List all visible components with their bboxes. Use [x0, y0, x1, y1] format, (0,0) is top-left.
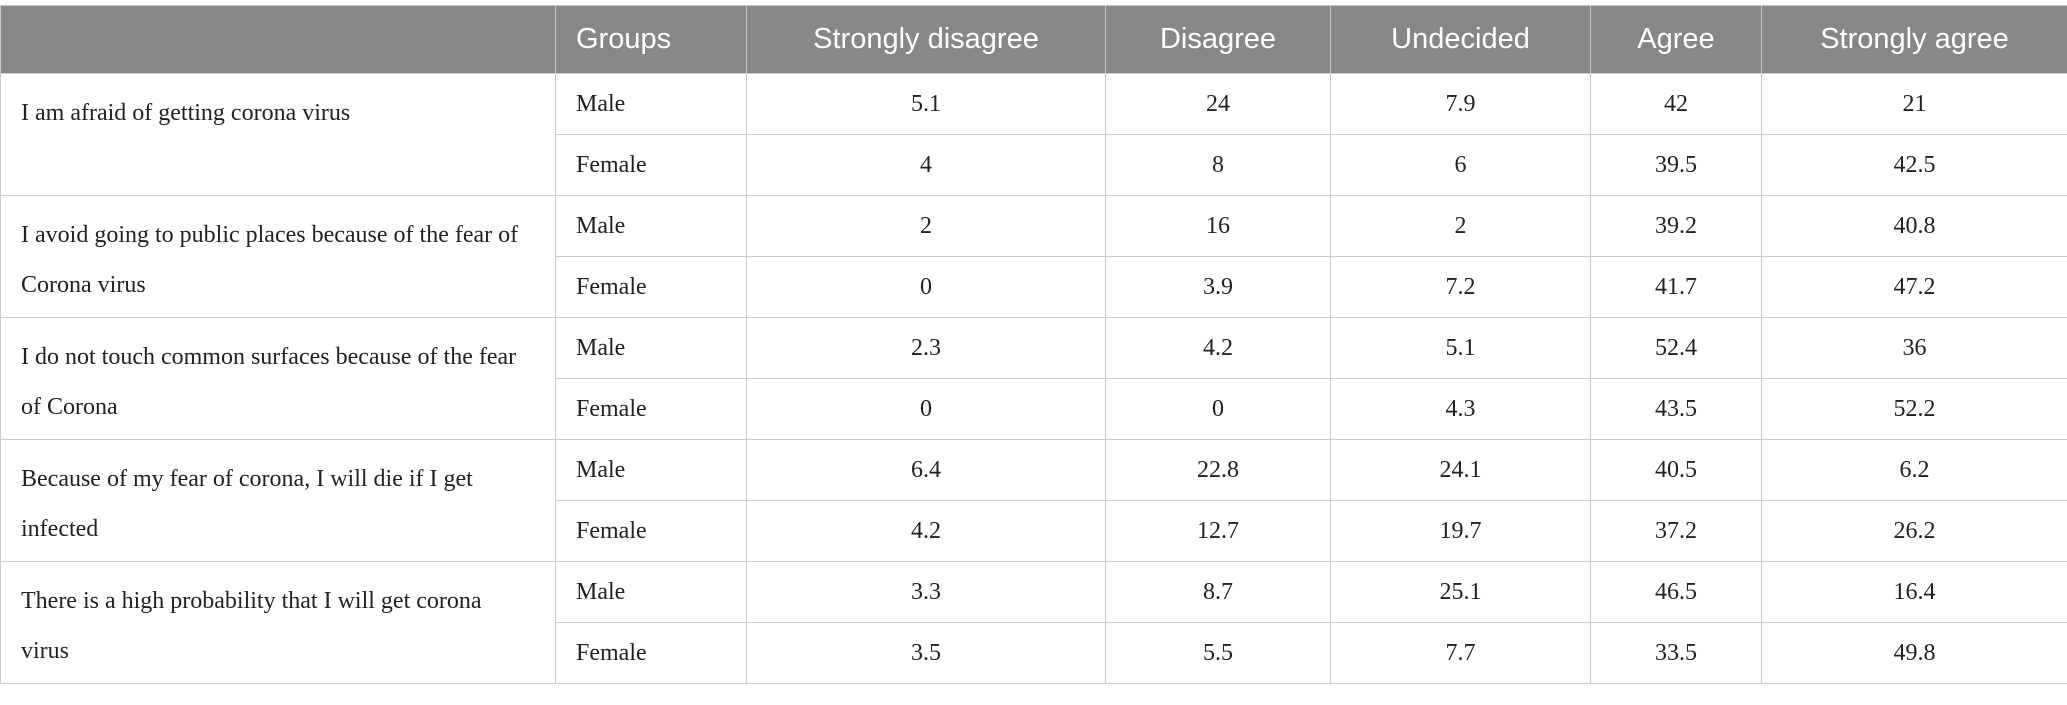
value-cell: 16.4: [1761, 561, 2067, 623]
statement-cell: Because of my fear of corona, I will die…: [0, 439, 556, 562]
value-cell: 22.8: [1105, 439, 1331, 501]
value-cell: 41.7: [1590, 256, 1762, 318]
value-cell: 42.5: [1761, 134, 2067, 196]
value-cell: 26.2: [1761, 500, 2067, 562]
table-body: I am afraid of getting corona virus Male 5…: [0, 73, 2067, 684]
value-cell: 36: [1761, 317, 2067, 379]
value-cell: 19.7: [1330, 500, 1591, 562]
value-cell: 7.7: [1330, 622, 1591, 684]
value-cell: 8: [1105, 134, 1331, 196]
group-cell: Female: [555, 256, 747, 318]
header-cell: Disagree: [1105, 5, 1331, 74]
value-cell: 4.2: [1105, 317, 1331, 379]
group-cell: Male: [555, 439, 747, 501]
value-cell: 33.5: [1590, 622, 1762, 684]
value-cell: 5.5: [1105, 622, 1331, 684]
data-table: Groups Strongly disagree Disagree Undecided…: [0, 5, 2067, 684]
table-row: Female 0 3.9 7.2 41.7 47.2: [1, 256, 2067, 318]
header-cell: [0, 5, 556, 74]
value-cell: 49.8: [1761, 622, 2067, 684]
value-cell: 2: [1330, 195, 1591, 257]
value-cell: 52.2: [1761, 378, 2067, 440]
table-row: Female 4 8 6 39.5 42.5: [1, 134, 2067, 196]
value-cell: 40.5: [1590, 439, 1762, 501]
header-cell: Strongly agree: [1761, 5, 2067, 74]
value-cell: 40.8: [1761, 195, 2067, 257]
statement-cell: There is a high probability that I will …: [0, 561, 556, 684]
value-cell: 7.9: [1330, 73, 1591, 135]
value-cell: 6.2: [1761, 439, 2067, 501]
group-cell: Male: [555, 195, 747, 257]
group-cell: Female: [555, 500, 747, 562]
value-cell: 4.2: [746, 500, 1106, 562]
value-cell: 43.5: [1590, 378, 1762, 440]
statement-cell: I do not touch common surfaces because o…: [0, 317, 556, 440]
table-row: I am afraid of getting corona virus Male 5…: [0, 73, 2067, 196]
header-row: Groups Strongly disagree Disagree Undecided…: [0, 5, 2067, 74]
value-cell: 5.1: [1330, 317, 1591, 379]
value-cell: 16: [1105, 195, 1331, 257]
table-row: Because of my fear of corona, I will die…: [0, 439, 2067, 562]
value-cell: 6: [1330, 134, 1591, 196]
value-cell: 37.2: [1590, 500, 1762, 562]
group-cell: Female: [555, 378, 747, 440]
group-cell: Male: [555, 561, 747, 623]
group-cell: Female: [555, 134, 747, 196]
value-cell: 3.9: [1105, 256, 1331, 318]
value-cell: 0: [1105, 378, 1331, 440]
header-cell: Undecided: [1330, 5, 1591, 74]
value-cell: 7.2: [1330, 256, 1591, 318]
value-cell: 12.7: [1105, 500, 1331, 562]
value-cell: 39.2: [1590, 195, 1762, 257]
value-cell: 2.3: [746, 317, 1106, 379]
statement-cell: I avoid going to public places because o…: [0, 195, 556, 318]
value-cell: 2: [746, 195, 1106, 257]
group-cell: Female: [555, 622, 747, 684]
statement-cell: I am afraid of getting corona virus: [0, 73, 556, 196]
table-row: Female 3.5 5.5 7.7 33.5 49.8: [1, 622, 2067, 684]
value-cell: 0: [746, 256, 1106, 318]
header-cell: Groups: [555, 5, 747, 74]
value-cell: 46.5: [1590, 561, 1762, 623]
value-cell: 3.5: [746, 622, 1106, 684]
value-cell: 3.3: [746, 561, 1106, 623]
value-cell: 25.1: [1330, 561, 1591, 623]
value-cell: 24.1: [1330, 439, 1591, 501]
value-cell: 21: [1761, 73, 2067, 135]
value-cell: 52.4: [1590, 317, 1762, 379]
value-cell: 47.2: [1761, 256, 2067, 318]
header-cell: Strongly disagree: [746, 5, 1106, 74]
value-cell: 24: [1105, 73, 1331, 135]
value-cell: 42: [1590, 73, 1762, 135]
header-cell: Agree: [1590, 5, 1762, 74]
group-cell: Male: [555, 73, 747, 135]
value-cell: 4: [746, 134, 1106, 196]
value-cell: 4.3: [1330, 378, 1591, 440]
value-cell: 6.4: [746, 439, 1106, 501]
group-cell: Male: [555, 317, 747, 379]
table-row: There is a high probability that I will …: [0, 561, 2067, 684]
value-cell: 39.5: [1590, 134, 1762, 196]
table-row: I avoid going to public places because o…: [0, 195, 2067, 318]
value-cell: 8.7: [1105, 561, 1331, 623]
value-cell: 0: [746, 378, 1106, 440]
table-row: I do not touch common surfaces because o…: [0, 317, 2067, 440]
value-cell: 5.1: [746, 73, 1106, 135]
